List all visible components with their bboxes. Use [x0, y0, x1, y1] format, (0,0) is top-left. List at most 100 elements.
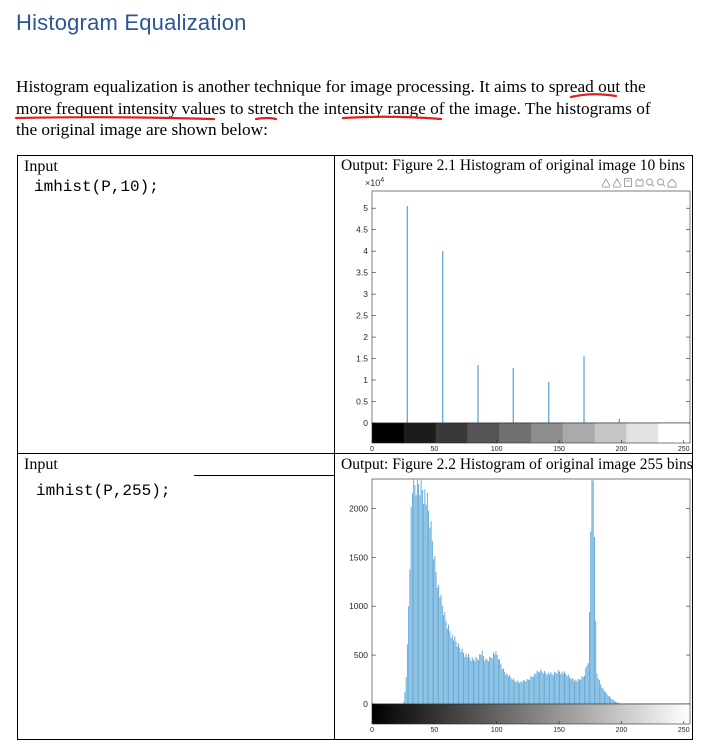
histogram-bar — [426, 492, 428, 704]
x-tick-label: 0 — [370, 727, 374, 734]
histogram-bar — [556, 673, 558, 704]
histogram-bar — [504, 671, 506, 704]
histogram-bar — [535, 674, 537, 704]
histogram-bar — [482, 656, 484, 704]
x-tick-label: 200 — [616, 446, 628, 452]
histogram-bar — [527, 679, 529, 704]
histogram-bar — [496, 654, 498, 704]
histogram-bar — [560, 673, 562, 704]
histogram-bar — [411, 493, 413, 704]
histogram-bar — [541, 671, 543, 704]
histogram-bar — [552, 675, 554, 704]
colorbar-segment — [403, 423, 436, 443]
histogram-bar — [455, 641, 457, 704]
histogram-bar — [593, 537, 595, 704]
histogram-bar — [463, 652, 464, 704]
histogram-bar — [415, 495, 417, 704]
paragraph-line-2: more frequent intensity values to stretc… — [16, 98, 651, 118]
histogram-bar — [431, 540, 433, 704]
histogram-bar — [456, 646, 458, 704]
histogram-bar — [534, 673, 536, 704]
colorbar-segment — [467, 423, 500, 443]
histogram-bar — [590, 531, 592, 704]
pan-icon[interactable] — [635, 178, 644, 187]
datatip-icon[interactable] — [612, 178, 622, 188]
histogram-bar — [606, 693, 608, 704]
y-tick-label: 500 — [354, 650, 368, 660]
page-title: Histogram Equalization — [16, 10, 247, 35]
x-tick-label: 200 — [616, 727, 628, 734]
histogram-bar — [441, 605, 443, 704]
histogram-bar — [615, 701, 617, 704]
paragraph-line-1: Histogram equalization is another techni… — [16, 77, 646, 96]
histogram-bar — [530, 676, 532, 704]
histogram-bar — [446, 628, 448, 704]
underline-stretch — [254, 116, 278, 121]
histogram-bar — [492, 652, 494, 704]
histogram-bar — [522, 679, 524, 704]
figure-toolbar[interactable] — [601, 178, 677, 188]
histogram-bar — [451, 634, 453, 704]
histogram-bar — [444, 611, 446, 704]
histogram-bar — [429, 527, 431, 704]
histogram-bar — [515, 682, 517, 704]
histogram-bar — [439, 597, 441, 704]
histogram-bar — [567, 674, 569, 704]
paragraph-line-3: the original image are shown below: — [16, 120, 268, 139]
histogram-bar — [434, 556, 436, 704]
zoom-in-icon[interactable] — [646, 178, 655, 187]
y-tick-label: 5 — [363, 203, 368, 213]
histogram-bar — [586, 665, 588, 704]
histogram-bar — [428, 510, 430, 704]
y-tick-label: 3 — [363, 289, 368, 299]
histogram-bar — [425, 504, 427, 704]
histogram-bar — [505, 674, 507, 704]
histogram-bar — [404, 692, 406, 704]
histogram-bar — [448, 624, 450, 704]
output-label-2: Output: Figure 2.2 Histogram of original… — [341, 456, 693, 473]
histogram-bar — [572, 679, 574, 704]
histogram-bar — [495, 651, 497, 704]
red-annotation-marks — [14, 93, 618, 121]
histogram-bar — [473, 659, 474, 704]
histogram-bar — [433, 559, 435, 704]
histogram-bar — [494, 654, 496, 704]
histogram-bar — [610, 697, 612, 704]
histogram-bar — [421, 489, 423, 704]
histogram-bar — [565, 673, 567, 704]
save-icon[interactable] — [624, 178, 632, 187]
histogram-bar — [617, 702, 619, 704]
histogram-bar — [449, 631, 451, 704]
histogram-bar — [476, 658, 478, 704]
brush-icon[interactable] — [601, 178, 611, 188]
code-line-1: imhist(P,10); — [34, 178, 159, 196]
histogram-bar — [430, 521, 432, 704]
histogram-bar — [595, 620, 597, 704]
histogram-bar — [536, 670, 538, 704]
histogram-bar — [551, 674, 553, 704]
home-icon[interactable] — [667, 178, 677, 188]
histogram-bar — [592, 480, 594, 704]
histogram-bar — [605, 691, 607, 704]
histogram-bar — [459, 647, 461, 704]
histogram-bar — [435, 572, 437, 704]
y-tick-label: 2.5 — [356, 311, 368, 321]
histogram-bar — [588, 612, 590, 704]
histogram-bar — [521, 682, 523, 704]
histogram-bar — [531, 676, 533, 704]
histogram-bar — [559, 671, 561, 704]
zoom-out-icon[interactable] — [657, 178, 666, 187]
histogram-bar — [516, 680, 518, 704]
histogram-bar — [489, 656, 491, 704]
histogram-bar — [436, 587, 438, 704]
histogram-bar — [562, 673, 564, 704]
histogram-bar — [542, 673, 544, 704]
histogram-bar — [550, 672, 552, 704]
histogram-bar — [532, 676, 534, 704]
histogram-bar — [557, 670, 559, 704]
underline-spread — [569, 93, 618, 99]
histogram-bar — [608, 696, 610, 704]
histogram-bar — [405, 676, 407, 704]
histogram-bar — [466, 657, 468, 704]
histogram-bar — [413, 479, 415, 704]
